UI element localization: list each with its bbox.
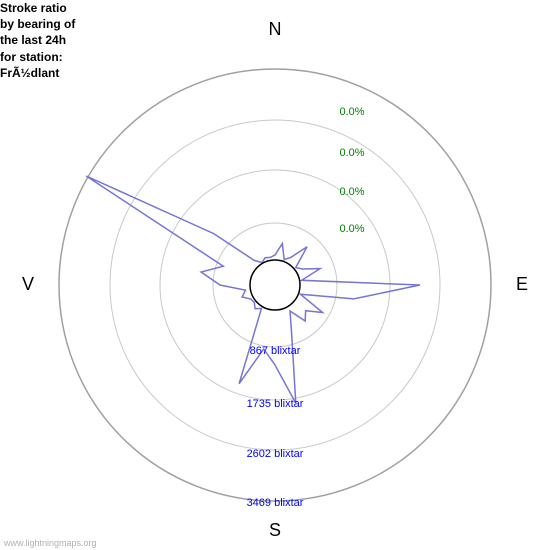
ring-count-label: 3469 blixtar [247, 497, 304, 509]
polar-chart: N E S V 0.0% 0.0% 0.0% 0.0% 867 blixtar 1735 bl… [0, 0, 550, 550]
cardinal-n: N [269, 19, 282, 39]
center-hole [250, 260, 300, 310]
ring-pct-label: 0.0% [339, 186, 364, 198]
cardinal-s: S [269, 520, 281, 540]
ring-pct-label: 0.0% [339, 223, 364, 235]
ring-count-label: 867 blixtar [250, 345, 301, 357]
ring-pct-label: 0.0% [339, 106, 364, 118]
ring-count-label: 2602 blixtar [247, 448, 304, 460]
ring-count-label: 1735 blixtar [247, 398, 304, 410]
cardinal-e: E [516, 274, 528, 294]
ring-pct-label: 0.0% [339, 147, 364, 159]
cardinal-v: V [22, 274, 34, 294]
